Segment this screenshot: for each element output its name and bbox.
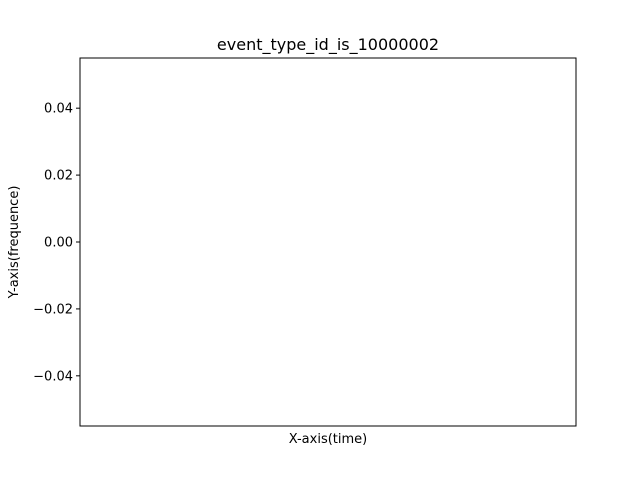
y-tick-label: −0.04 bbox=[33, 369, 73, 384]
y-tick-label: 0.02 bbox=[44, 169, 73, 184]
x-axis-label: X-axis(time) bbox=[289, 432, 368, 447]
y-axis: 0.04 0.02 0.00 −0.02 −0.04 bbox=[33, 102, 80, 384]
y-tick-label: −0.02 bbox=[33, 302, 73, 317]
chart-title: event_type_id_is_10000002 bbox=[217, 35, 439, 55]
plot-area bbox=[79, 57, 577, 427]
y-tick-label: 0.04 bbox=[44, 102, 73, 117]
y-axis-label: Y-axis(frequence) bbox=[7, 186, 22, 300]
y-tick-label: 0.00 bbox=[44, 236, 73, 251]
